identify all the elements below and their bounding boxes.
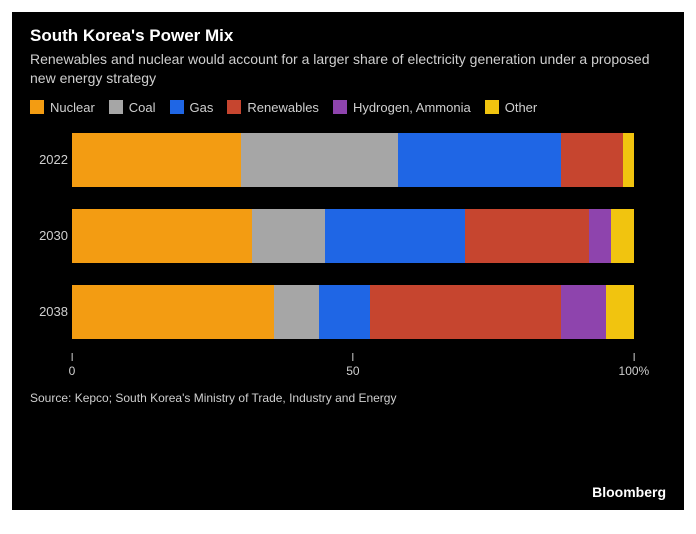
bar-segment xyxy=(274,285,319,339)
legend-swatch xyxy=(227,100,241,114)
stacked-bar xyxy=(72,209,662,263)
tick-mark xyxy=(72,353,73,361)
legend-label: Renewables xyxy=(247,100,319,115)
chart-title: South Korea's Power Mix xyxy=(30,26,666,46)
legend-item: Renewables xyxy=(227,100,319,115)
x-axis: 0 50 100% xyxy=(72,353,662,381)
bar-segment xyxy=(252,209,325,263)
bar-row: 2038 xyxy=(72,285,662,339)
bar-segment xyxy=(606,285,634,339)
legend-swatch xyxy=(170,100,184,114)
legend-label: Nuclear xyxy=(50,100,95,115)
tick-label: 100% xyxy=(619,364,650,378)
legend-item: Hydrogen, Ammonia xyxy=(333,100,471,115)
bar-segment xyxy=(398,133,561,187)
legend-item: Nuclear xyxy=(30,100,95,115)
tick-mark xyxy=(633,353,634,361)
bar-segment xyxy=(561,133,623,187)
legend-item: Other xyxy=(485,100,538,115)
bar-segment xyxy=(72,133,241,187)
tick-mark xyxy=(352,353,353,361)
axis-tick: 50 xyxy=(346,353,359,378)
legend-item: Gas xyxy=(170,100,214,115)
bar-segment xyxy=(72,209,252,263)
axis-tick: 100% xyxy=(619,353,650,378)
chart-subtitle: Renewables and nuclear would account for… xyxy=(30,50,666,88)
stacked-bar xyxy=(72,285,662,339)
legend-swatch xyxy=(485,100,499,114)
bar-segment xyxy=(561,285,606,339)
tick-label: 50 xyxy=(346,364,359,378)
stacked-bar xyxy=(72,133,662,187)
legend-swatch xyxy=(30,100,44,114)
legend-label: Gas xyxy=(190,100,214,115)
legend-swatch xyxy=(333,100,347,114)
legend-label: Hydrogen, Ammonia xyxy=(353,100,471,115)
legend-item: Coal xyxy=(109,100,156,115)
bar-segment xyxy=(325,209,465,263)
brand-label: Bloomberg xyxy=(592,484,666,500)
plot-area: 2022 2030 2038 0 50 100% xyxy=(72,133,662,381)
legend-swatch xyxy=(109,100,123,114)
year-label: 2022 xyxy=(30,152,68,167)
source-text: Source: Kepco; South Korea's Ministry of… xyxy=(30,391,666,405)
legend-label: Coal xyxy=(129,100,156,115)
bar-segment xyxy=(319,285,370,339)
legend: Nuclear Coal Gas Renewables Hydrogen, Ammoni… xyxy=(30,100,666,115)
legend-label: Other xyxy=(505,100,538,115)
bar-segment xyxy=(465,209,589,263)
year-label: 2030 xyxy=(30,228,68,243)
bar-row: 2022 xyxy=(72,133,662,187)
bar-segment xyxy=(623,133,634,187)
bar-segment xyxy=(589,209,611,263)
chart-frame: South Korea's Power Mix Renewables and n… xyxy=(12,12,684,510)
axis-tick: 0 xyxy=(69,353,76,378)
bar-segment xyxy=(611,209,633,263)
bar-row: 2030 xyxy=(72,209,662,263)
tick-label: 0 xyxy=(69,364,76,378)
year-label: 2038 xyxy=(30,304,68,319)
bar-segment xyxy=(241,133,398,187)
bar-segment xyxy=(370,285,561,339)
bar-segment xyxy=(72,285,274,339)
